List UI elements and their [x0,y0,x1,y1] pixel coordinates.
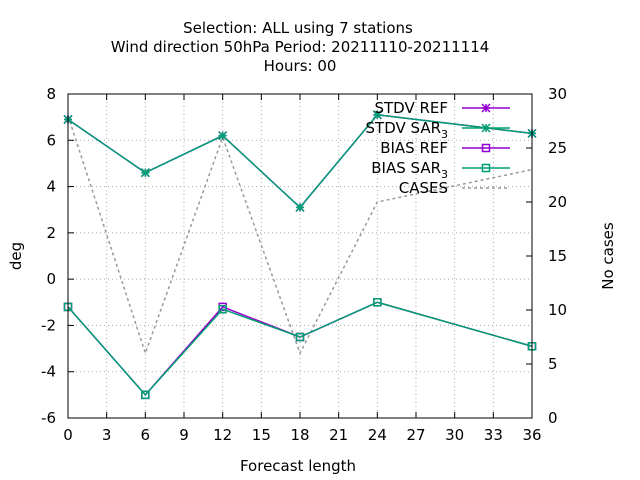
series-line-2 [67,301,533,396]
series-1-point-4 [372,110,382,120]
y-tick-label: -2 [41,316,56,334]
y-tick-label: 0 [46,270,56,288]
legend-label: CASES [399,179,448,197]
grid [68,94,532,418]
x-tick-label: 15 [252,426,271,444]
legend-name: STDV SAR [366,119,441,137]
x-tick-label: 24 [368,426,387,444]
axes: 0 3 6 9 12 15 18 21 24 27 30 33 36-6-4-2024680510152… [41,85,567,444]
y2-tick-label: 0 [548,409,558,427]
title-line-2: Wind direction 50hPa Period: 20211110-20… [111,38,490,56]
legend-subscript: 3 [441,128,448,141]
y2-tick-label: 30 [548,85,567,103]
series-1-point-2 [218,131,228,141]
legend-label: BIAS REF [380,139,448,157]
legend-subscript: 3 [441,168,448,181]
y-tick-label: 4 [46,178,56,196]
legend-label: BIAS SAR3 [371,159,448,181]
x-tick-label: 36 [522,426,541,444]
series-3-point-2 [218,304,227,314]
legend-name: CASES [399,179,448,197]
y-tick-label: 2 [46,224,56,242]
y2-tick-label: 20 [548,193,567,211]
legend-swatch-marker [481,103,491,113]
y-tick-label: -6 [41,409,56,427]
series-3-point-4 [373,298,382,307]
y2-axis-label: No cases [599,222,617,290]
series-layer [63,110,537,400]
legend-swatch-marker [481,163,491,173]
series-line-1 [67,114,533,209]
y-tick-label: 6 [46,131,56,149]
y2-tick-label: 25 [548,139,567,157]
x-axis-label: Forecast length [240,457,356,475]
y2-tick-label: 10 [548,301,567,319]
legend-name: BIAS REF [380,139,448,157]
series-3-point-1 [141,390,150,400]
x-tick-label: 33 [484,426,503,444]
y2-tick-label: 5 [548,355,558,373]
x-tick-label: 21 [329,426,348,444]
chart-title: Selection: ALL using 7 stations Wind dir… [111,19,490,75]
x-tick-label: 12 [213,426,232,444]
x-tick-label: 27 [406,426,425,444]
series-1-point-3 [295,202,305,212]
series-1-point-1 [140,168,150,178]
y2-tick-label: 15 [548,247,567,265]
title-line-1: Selection: ALL using 7 stations [183,19,413,37]
series-3-point-3 [295,332,305,342]
legend-label: STDV SAR3 [366,119,448,141]
y-tick-label: -4 [41,363,56,381]
legend-label: STDV REF [374,99,448,117]
legend-swatch-marker [481,143,491,153]
legend-name: STDV REF [374,99,448,117]
x-tick-label: 30 [445,426,464,444]
y-axis-label: deg [7,242,25,270]
x-tick-label: 9 [179,426,189,444]
legend-swatch-marker [481,123,491,133]
series-line-4 [67,115,533,356]
x-tick-label: 6 [141,426,151,444]
x-tick-label: 18 [290,426,309,444]
title-line-3: Hours: 00 [264,57,337,75]
x-tick-label: 0 [63,426,73,444]
x-tick-label: 3 [102,426,112,444]
cases-layer [67,115,533,356]
series-line-3 [67,301,533,396]
legend-name: BIAS SAR [371,159,441,177]
y-tick-label: 8 [46,85,56,103]
